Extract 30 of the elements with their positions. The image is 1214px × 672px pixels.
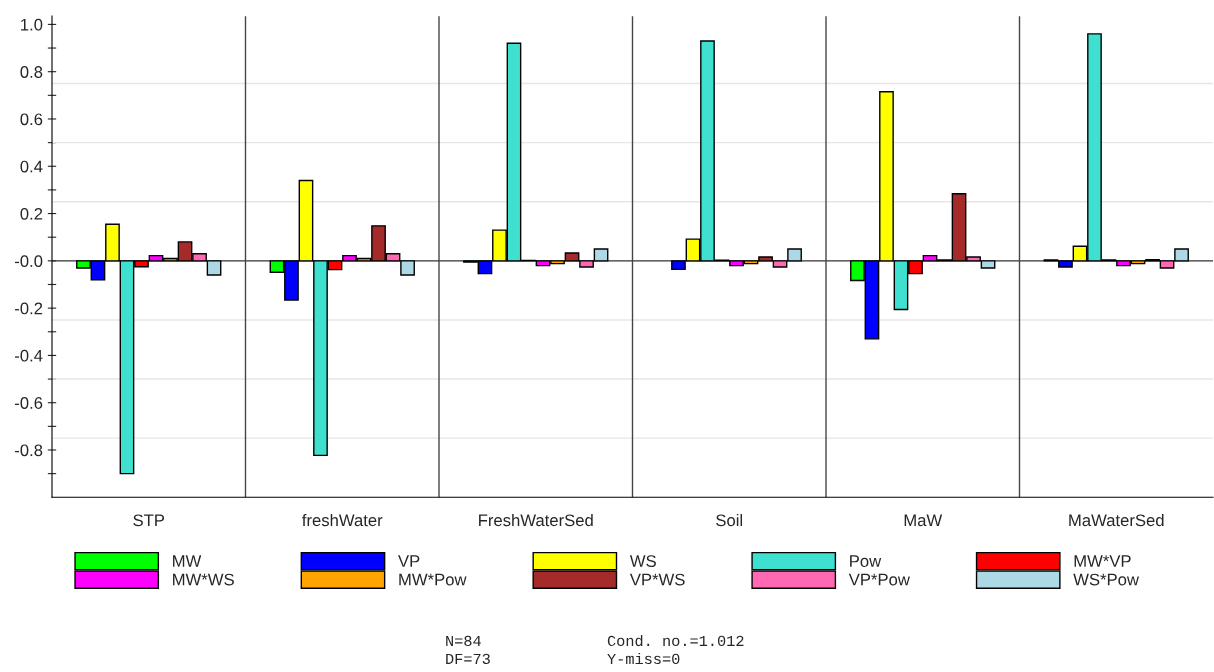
legend-label: MW*WS xyxy=(173,573,234,586)
legend-label: VP*Pow xyxy=(848,573,910,586)
legend-label: MW*VP xyxy=(1074,555,1131,567)
x-tick-label: STP xyxy=(133,514,165,527)
y-tick-label: 0.8 xyxy=(20,66,43,78)
x-tick-label: FreshWaterSed xyxy=(479,513,593,527)
x-tick-label: freshWater xyxy=(302,513,383,527)
text: Y-miss=0 xyxy=(607,652,680,665)
y-tick-label: 0.6 xyxy=(20,113,43,126)
y-tick-label: -0.0 xyxy=(15,255,43,268)
text: Cond. no.=1.012 xyxy=(607,634,744,647)
legend-label: VP xyxy=(398,555,420,567)
legend-label: MW xyxy=(173,555,202,567)
y-tick-label: -0.8 xyxy=(15,444,43,457)
y-tick-label: 0.4 xyxy=(20,160,43,173)
text: N=84 xyxy=(446,635,481,647)
y-tick-label: 1.0 xyxy=(21,18,43,31)
legend-label: WS*Pow xyxy=(1073,573,1140,586)
legend-label: MW*Pow xyxy=(399,573,467,586)
y-tick-label: -0.6 xyxy=(15,397,43,409)
y-tick-label: -0.2 xyxy=(15,302,43,315)
y-tick-label: 0.2 xyxy=(20,207,43,220)
x-tick-label: Soil xyxy=(716,513,743,527)
y-tick-label: -0.4 xyxy=(15,349,43,362)
legend-label: VP*WS xyxy=(629,573,685,586)
legend-label: WS xyxy=(629,555,656,567)
legend-label: Pow xyxy=(850,555,882,567)
x-tick-label: MaW xyxy=(904,514,943,527)
text: DF=73 xyxy=(446,653,490,665)
x-tick-label: MaWaterSed xyxy=(1069,513,1164,527)
